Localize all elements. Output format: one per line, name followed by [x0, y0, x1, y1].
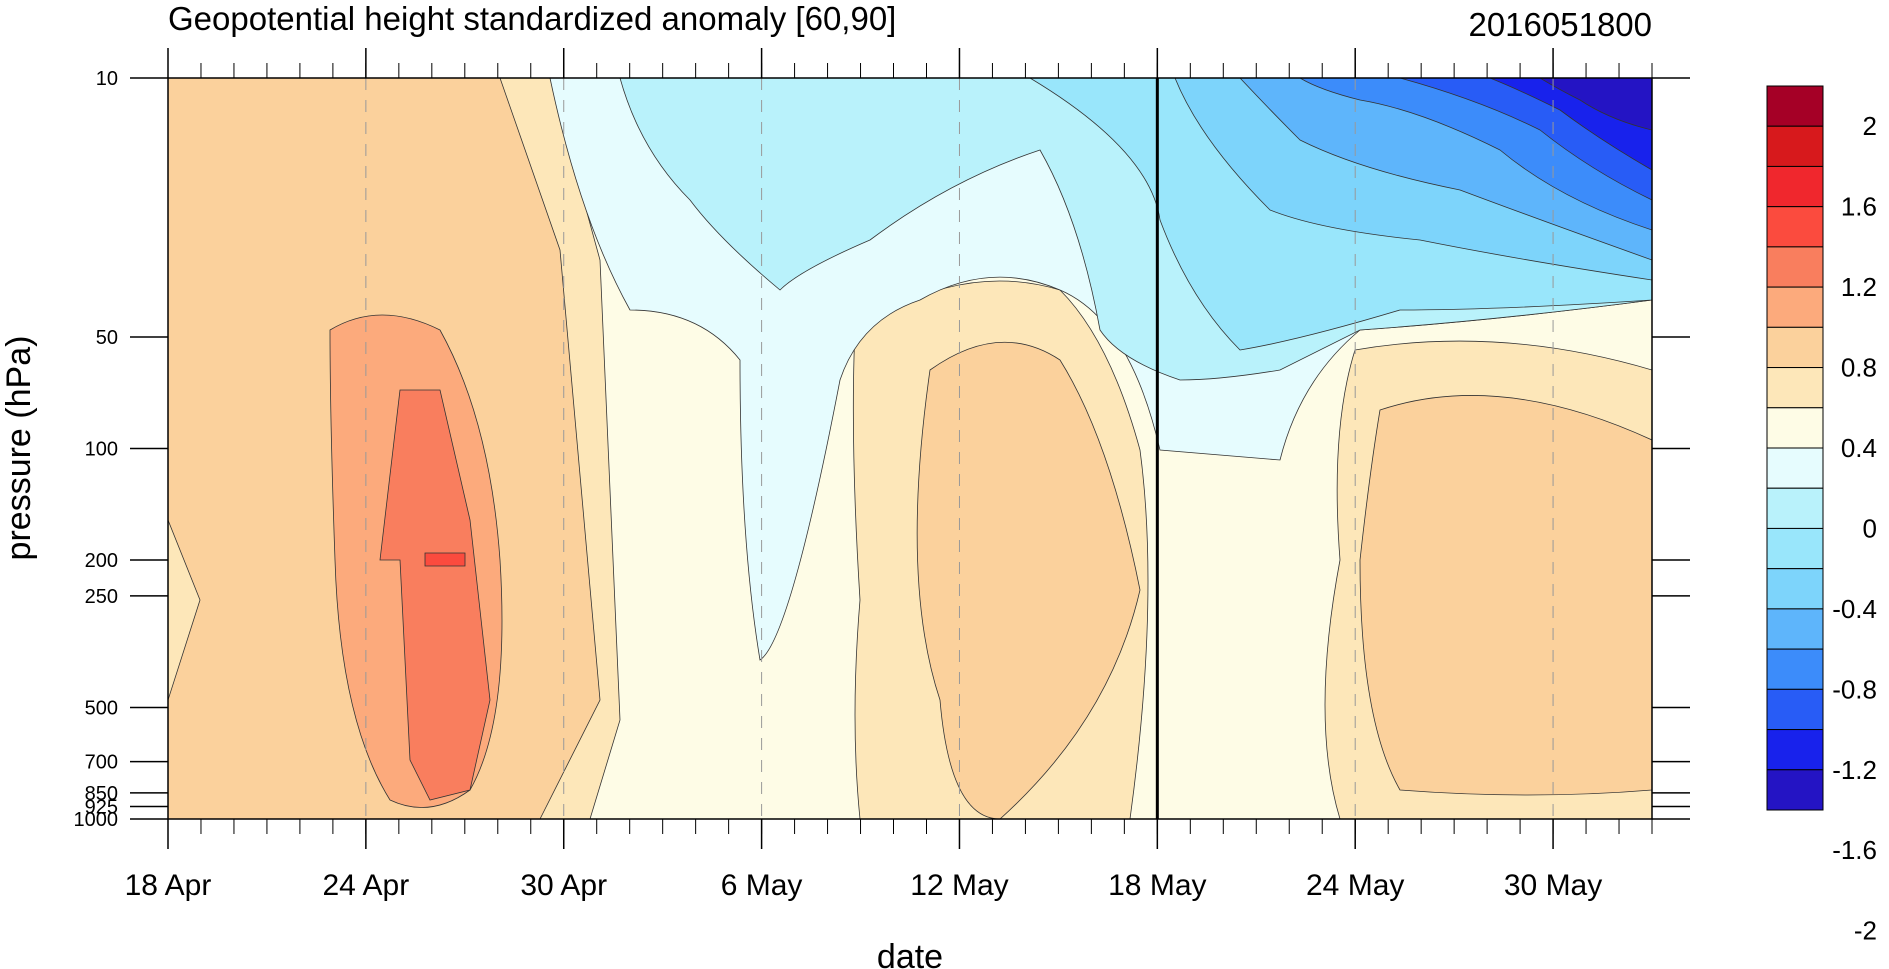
x-tick-label: 18 May — [1108, 869, 1206, 902]
colorbar-label: -1.2 — [1832, 755, 1877, 785]
colorbar-label: -0.4 — [1832, 594, 1877, 624]
x-tick-label: 12 May — [910, 869, 1008, 902]
y-tick-label: 250 — [85, 586, 118, 608]
colorbar-label: -0.8 — [1832, 674, 1877, 704]
colorbar-swatch — [1766, 608, 1824, 650]
contour-region-negative-9 — [1539, 78, 1652, 131]
colorbar-swatch — [1766, 568, 1824, 610]
colorbar-label: -1.6 — [1832, 835, 1877, 865]
colorbar-swatch — [1766, 648, 1824, 690]
x-tick-label: 18 Apr — [125, 869, 212, 902]
colorbar-swatch — [1766, 487, 1824, 529]
colorbar-label: 0 — [1863, 513, 1877, 543]
x-tick-label: 30 Apr — [520, 869, 607, 902]
colorbar-label: 0.4 — [1841, 433, 1877, 463]
y-tick-label: 10 — [96, 68, 118, 90]
colorbar: 2 1.6 1.2 0.8 0.4 0 -0.4 -0.8 -1.2 -1.6 -2 — [1766, 85, 1877, 946]
colorbar-label: 0.8 — [1841, 353, 1877, 383]
x-tick-label: 30 May — [1504, 869, 1602, 902]
colorbar-swatch — [1766, 326, 1824, 369]
colorbar-swatch — [1766, 447, 1824, 489]
colorbar-label: 1.2 — [1841, 272, 1877, 302]
y-tick-label: 1000 — [74, 809, 119, 831]
colorbar-swatch — [1766, 407, 1824, 449]
y-tick-label: 50 — [96, 327, 118, 349]
y-axis-label: pressure (hPa) — [0, 336, 38, 561]
colorbar-swatch — [1766, 206, 1824, 248]
y-tick-label: 200 — [85, 550, 118, 572]
contour-fill-layer — [168, 78, 1652, 819]
contour-region-positive-5 — [424, 552, 466, 567]
x-axis: 18 Apr 24 Apr 30 Apr 6 May 12 May 18 May 24 Ma… — [125, 48, 1653, 902]
colorbar-swatch — [1766, 527, 1824, 570]
colorbar-swatch — [1766, 688, 1824, 731]
y-tick-label: 700 — [85, 752, 118, 774]
colorbar-swatch — [1766, 367, 1824, 409]
contour-region-positive-7 — [916, 341, 1141, 819]
colorbar-swatch — [1766, 85, 1824, 127]
colorbar-swatch — [1766, 125, 1824, 167]
x-tick-label: 24 May — [1306, 869, 1404, 902]
colorbar-label: -2 — [1854, 916, 1877, 946]
y-tick-label: 925 — [85, 796, 118, 818]
y-tick-label: 500 — [85, 697, 118, 719]
contour-region-positive-4 — [379, 389, 491, 801]
colorbar-swatch — [1766, 246, 1824, 288]
plot-area — [167, 77, 1653, 820]
colorbar-swatch — [1766, 729, 1824, 771]
run-date-label: 2016051800 — [1468, 6, 1652, 43]
x-axis-label: date — [877, 938, 943, 969]
colorbar-swatch — [1766, 286, 1824, 328]
y-tick-label: 850 — [85, 783, 118, 805]
x-tick-label: 24 Apr — [322, 869, 409, 902]
colorbar-label: 2 — [1863, 111, 1877, 141]
contour-region-positive-9 — [1359, 395, 1652, 796]
chart-title: Geopotential height standardized anomaly… — [168, 0, 896, 37]
y-tick-label: 100 — [85, 439, 118, 461]
colorbar-swatch — [1766, 769, 1824, 811]
colorbar-swatch — [1766, 165, 1824, 208]
x-tick-label: 6 May — [721, 869, 803, 902]
colorbar-label: 1.6 — [1841, 192, 1877, 222]
